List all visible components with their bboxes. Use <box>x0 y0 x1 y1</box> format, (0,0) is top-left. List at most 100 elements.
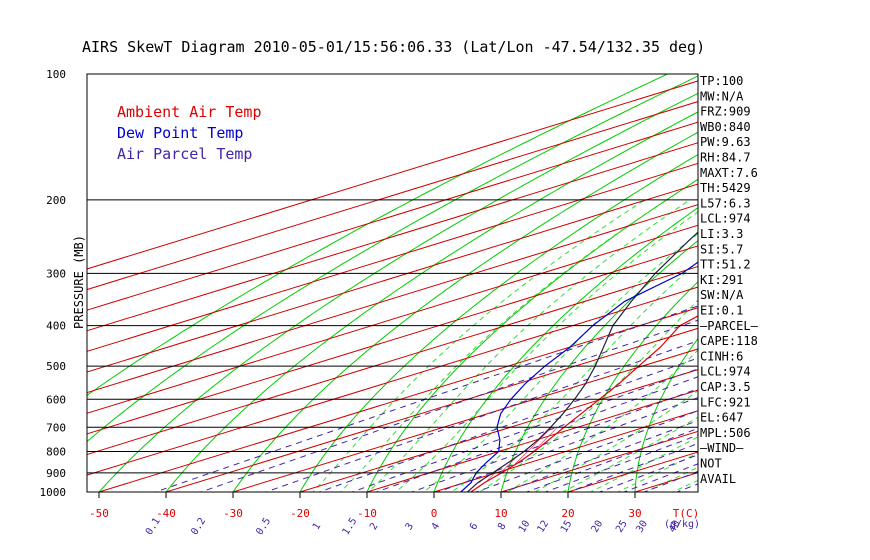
isotherms <box>87 80 698 492</box>
bottom-tick-label: -20 <box>290 507 310 520</box>
plot-area <box>87 65 870 501</box>
isotherm-line <box>164 327 698 492</box>
index-label: MAXT:7.6 <box>700 166 758 180</box>
isotherm-line <box>97 307 698 492</box>
isotherm-line <box>87 245 698 435</box>
pressure-tick-label: 900 <box>46 467 66 480</box>
dry-adiabat-line <box>232 131 698 492</box>
index-label: —WIND— <box>700 441 744 455</box>
mixing-ratio-label: 4 <box>430 521 443 532</box>
legend-label: Dew Point Temp <box>117 124 243 142</box>
bottom-tick-label: 10 <box>494 507 507 520</box>
isotherm-line <box>87 224 698 414</box>
dry-adiabat-line <box>433 206 698 492</box>
moist-adiabat-line <box>395 211 698 492</box>
dewpoint-line <box>460 261 698 492</box>
parcel-temp-line <box>467 231 698 492</box>
bottom-tick-label: 0 <box>431 507 438 520</box>
mixing-ratio-unit: (g/kg) <box>664 519 700 530</box>
index-label: PW:9.63 <box>700 135 751 149</box>
pressure-tick-label: 200 <box>46 194 66 207</box>
x-axis-label: T(C) <box>673 507 700 520</box>
isotherm-line <box>87 142 698 332</box>
isotherm-line <box>298 369 698 492</box>
pressure-lines: 100 200 300 400 500 600 700 800 900 1000 <box>40 68 698 499</box>
moist-adiabat-line <box>367 199 691 492</box>
index-label: LCL:974 <box>700 365 751 379</box>
dry-adiabat-line <box>87 75 698 443</box>
mixing-ratio-label: 12 <box>536 519 552 535</box>
pressure-tick-label: 800 <box>46 445 66 458</box>
pressure-tick-label: 600 <box>46 393 66 406</box>
moist-adiabat-line <box>312 199 646 492</box>
axes: -120-110-100-90-80-70-60-50-40-50-40-30-… <box>86 73 700 537</box>
mixing-ratio-line <box>350 368 698 492</box>
index-label: CINH:6 <box>700 349 743 363</box>
moist-adiabat-line <box>478 299 698 492</box>
mixing-ratio-label: 10 <box>517 519 533 535</box>
index-label: NOT <box>700 457 722 471</box>
mixing-ratio-line <box>153 305 698 492</box>
index-label: RH:84.7 <box>700 151 751 165</box>
dry-adiabat-line <box>98 92 698 492</box>
index-label: CAPE:118 <box>700 334 758 348</box>
dry-adiabat-line <box>634 337 698 492</box>
legend: Ambient Air Temp Dew Point Temp Air Parcel… <box>117 103 262 163</box>
dry-adiabat-line <box>500 240 698 492</box>
isotherm-line <box>87 265 698 455</box>
index-label: LFC:921 <box>700 395 751 409</box>
plot-frame <box>86 73 699 493</box>
bottom-tick-label: -30 <box>223 507 243 520</box>
legend-label: Air Parcel Temp <box>117 145 252 163</box>
mixing-ratio-label: 3 <box>404 521 417 532</box>
index-label: TT:51.2 <box>700 258 751 272</box>
index-label: L57:6.3 <box>700 196 751 210</box>
pressure-tick-label: 1000 <box>40 486 67 499</box>
pressure-tick-label: 400 <box>46 320 66 333</box>
bottom-tick-label: 30 <box>628 507 641 520</box>
index-label: EI:0.1 <box>700 304 743 318</box>
index-label: SI:5.7 <box>700 242 743 256</box>
mixing-ratio-line <box>375 376 698 492</box>
dry-adiabat-line <box>567 281 698 492</box>
isotherm-line <box>365 389 698 492</box>
isotherm-line <box>87 80 698 270</box>
mixing-ratio-label: 0.5 <box>254 516 273 537</box>
mixing-ratio-label: 20 <box>590 519 606 535</box>
mixing-ratio-label: 6 <box>468 521 481 532</box>
bottom-tick-label: -40 <box>156 507 176 520</box>
series-lines <box>460 231 698 492</box>
moist-adiabat-line <box>534 390 698 492</box>
mixing-ratio-label: 30 <box>634 519 650 535</box>
index-label: —PARCEL— <box>700 319 759 333</box>
index-label: LI:3.3 <box>700 227 743 241</box>
mixing-ratio-line <box>436 397 698 492</box>
pressure-tick-label: 100 <box>46 68 66 81</box>
mixing-ratio-label: 2 <box>368 521 381 532</box>
mixing-ratio-line <box>199 319 698 492</box>
index-label: KI:291 <box>700 273 743 287</box>
isotherm-line <box>499 430 698 492</box>
mixing-ratio-label: 0.2 <box>189 516 208 537</box>
pressure-tick-label: 700 <box>46 421 66 434</box>
index-label: AVAIL <box>700 472 736 486</box>
isotherm-line <box>87 101 698 291</box>
mixing-ratio-line <box>474 410 698 492</box>
mixing-ratio-line <box>264 340 698 492</box>
index-label: TP:100 <box>700 74 743 88</box>
mixing-ratio-line <box>317 357 698 492</box>
index-label: WB0:840 <box>700 120 751 134</box>
dry-adiabat-line <box>165 111 698 492</box>
index-label: EL:647 <box>700 411 743 425</box>
ambient-temp-line <box>470 315 698 492</box>
dry-adiabat-line <box>830 65 870 501</box>
mixing-ratio-line <box>675 483 698 492</box>
isotherm-line <box>87 183 698 373</box>
moist-adiabats <box>312 199 698 492</box>
index-label: TH:5429 <box>700 181 751 195</box>
isotherm-line <box>87 204 698 394</box>
mixing-ratio-label: 1 <box>311 521 324 532</box>
mixing-ratio-label: 40 <box>667 519 683 535</box>
isotherm-line <box>432 410 698 492</box>
